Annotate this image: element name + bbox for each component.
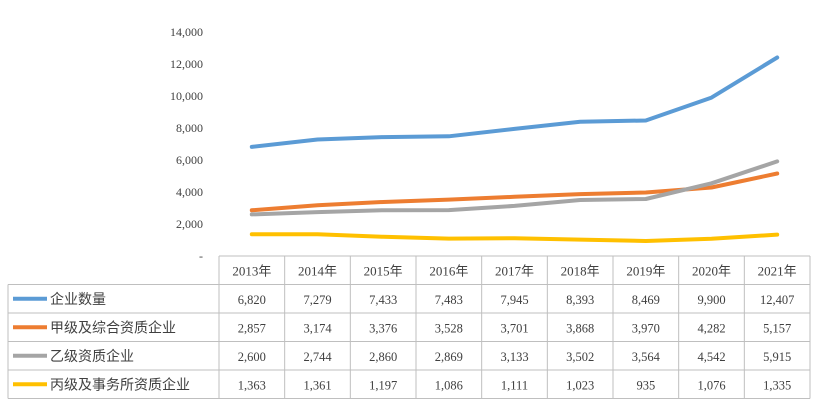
y-axis: - 2,000 4,000 6,000 8,000 10,000 12,000 14,000 [170,25,203,263]
y-tick-label: 10,000 [170,89,203,103]
data-label: 1,111 [501,378,528,392]
x-category-label: 2013年 [232,263,271,278]
data-label: 1,363 [238,378,266,392]
data-label: 3,376 [369,321,397,335]
data-label: 7,279 [303,293,331,307]
x-category-label: 2015年 [364,263,403,278]
series-line-3 [249,159,780,217]
y-tick-label: 8,000 [176,121,203,135]
data-label: 7,483 [435,293,463,307]
legend-label: 乙级资质企业 [50,348,134,365]
series-lines [249,55,780,243]
x-category-label: 2019年 [626,263,665,278]
data-label: 3,970 [632,321,660,335]
data-label: 2,860 [369,350,397,364]
data-label: 1,023 [566,378,594,392]
data-label: 3,868 [566,321,594,335]
legend-label: 丙级及事务所资质企业 [50,376,190,393]
data-label: 2,744 [303,350,332,364]
data-label: 7,433 [369,293,397,307]
y-tick-label: 14,000 [170,25,203,39]
series-line-1 [249,55,780,149]
data-label: 3,564 [632,350,661,364]
data-label: 8,469 [632,293,660,307]
data-table: 2013年 2014年 2015年 2016年 2017年 2018年 2019年 2020年… [7,255,811,399]
x-category-label: 2018年 [561,263,600,278]
data-label: 4,282 [697,321,725,335]
data-label: 1,361 [303,378,331,392]
data-label: 3,174 [303,321,332,335]
y-tick-label: 4,000 [176,185,203,199]
data-label: 2,869 [435,350,463,364]
data-label: 2,600 [238,350,266,364]
x-category-label: 2017年 [495,263,534,278]
data-label: 5,915 [763,350,791,364]
legend-label: 甲级及综合资质企业 [50,319,176,336]
data-label: 935 [636,378,655,392]
data-label: 3,133 [500,350,528,364]
data-label: 1,076 [697,378,725,392]
data-label: 1,197 [369,378,397,392]
series-line-4 [249,232,780,243]
data-label: 2,857 [238,321,266,335]
data-label: 1,086 [435,378,463,392]
x-category-label: 2020年 [692,263,731,278]
data-label: 5,157 [763,321,791,335]
legend-label: 企业数量 [50,291,106,308]
data-label: 7,945 [500,293,528,307]
data-label: 8,393 [566,293,594,307]
data-label: 4,542 [697,350,725,364]
data-label: 6,820 [238,293,266,307]
data-label: 3,502 [566,350,594,364]
data-label: 1,335 [763,378,791,392]
y-tick-label: 6,000 [176,153,203,167]
y-tick-label: - [199,249,203,263]
data-label: 9,900 [697,293,725,307]
data-label: 3,701 [500,321,528,335]
x-category-label: 2021年 [758,263,797,278]
x-category-label: 2016年 [429,263,468,278]
x-category-label: 2014年 [298,263,337,278]
data-label: 12,407 [760,293,794,307]
y-tick-label: 2,000 [176,217,203,231]
data-label: 3,528 [435,321,463,335]
y-tick-label: 12,000 [170,57,203,71]
